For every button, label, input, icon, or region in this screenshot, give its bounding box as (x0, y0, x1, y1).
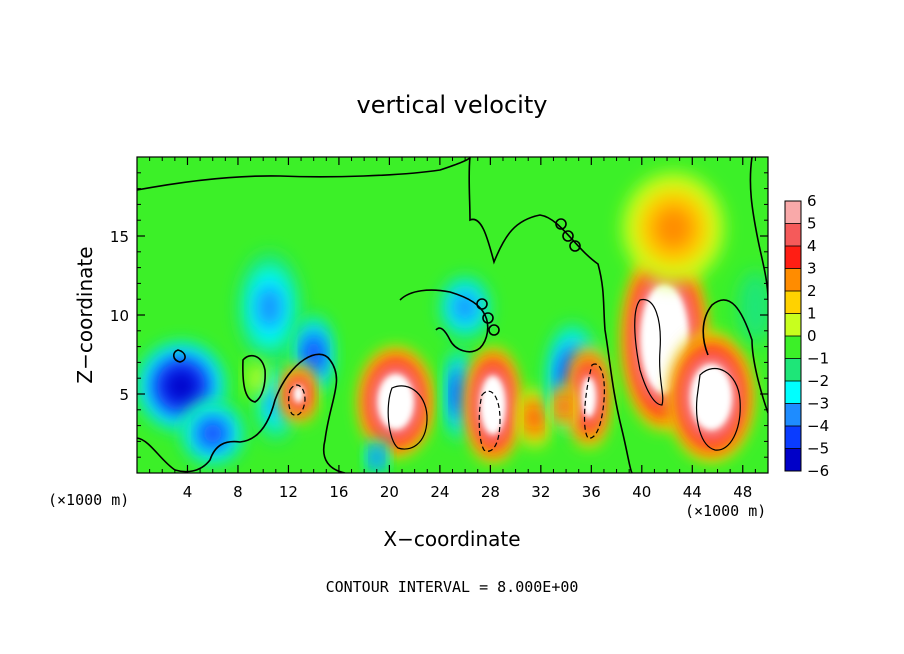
contour-dashed-28 (478, 390, 501, 452)
downdraft-cell (446, 346, 472, 442)
colorbar-label: 4 (807, 237, 817, 255)
colorbar-label: −4 (807, 417, 829, 435)
colorbar-swatch (785, 336, 801, 359)
y-tick-label: 5 (119, 386, 129, 404)
contour-interval-footer: CONTOUR INTERVAL = 8.000E+00 (326, 578, 579, 596)
colorbar-swatch (785, 268, 801, 291)
updraft-cell (622, 172, 724, 284)
colorbar-label: 1 (807, 305, 817, 323)
x-tick-label: 8 (233, 483, 243, 501)
colorbar-label: −1 (807, 350, 829, 368)
updraft-cell (362, 351, 429, 453)
colorbar-label: 6 (807, 192, 817, 210)
colorbar-label: −3 (807, 395, 829, 413)
colorbar-label: 0 (807, 327, 817, 345)
colorbar-swatch (785, 426, 801, 449)
velocity-field (137, 172, 768, 473)
zero-contour-small-left (172, 349, 186, 363)
updraft-cell (673, 337, 750, 458)
contour-inner-20 (387, 385, 428, 450)
colorbar-swatch (785, 381, 801, 404)
colorbar-swatch (785, 313, 801, 336)
x-tick-label: 4 (183, 483, 193, 501)
y-axis-ticks: 5 10 15 (110, 172, 768, 458)
colorbar-label: −6 (807, 462, 829, 480)
x-unit-right: (×1000 m) (685, 502, 766, 520)
velocity-level-4 (201, 422, 224, 445)
x-tick-label: 48 (733, 483, 752, 501)
downdraft-cell (237, 251, 302, 363)
colorbar-label: −5 (807, 440, 829, 458)
updraft-cell (521, 389, 548, 447)
updraft-cell (247, 360, 267, 396)
contour-dashed-36 (583, 363, 605, 439)
velocity-level-6 (561, 401, 567, 412)
colorbar-label: 5 (807, 215, 817, 233)
colorbar-swatch (785, 448, 801, 471)
x-tick-label: 20 (380, 483, 399, 501)
x-tick-label: 16 (329, 483, 348, 501)
velocity-level-1 (247, 360, 267, 396)
colorbar-label: 2 (807, 282, 817, 300)
velocity-level-3 (653, 205, 694, 251)
zero-contour-lines (137, 157, 768, 473)
y-tick-label: 15 (110, 228, 129, 246)
velocity-level-8 (293, 385, 304, 403)
y-axis-label: Z−coordinate (73, 246, 97, 383)
colorbar: 6 5 4 3 2 1 0 −1 −2 −3 −4 −5 −6 (784, 192, 829, 480)
updraft-cell (626, 251, 703, 426)
colorbar-label: 3 (807, 260, 817, 278)
velocity-level-4.5 (529, 406, 540, 430)
x-tick-label: 24 (430, 483, 449, 501)
downdraft-cell (738, 270, 768, 344)
updraft-cell (284, 368, 313, 420)
velocity-level-8 (581, 377, 596, 418)
velocity-level-5 (164, 369, 198, 403)
velocity-level-3 (256, 284, 283, 330)
velocity-level-4 (453, 373, 465, 415)
velocity-level-3 (452, 291, 478, 323)
velocity-level-1 (738, 270, 768, 344)
x-axis-label: X−coordinate (383, 527, 520, 551)
downdraft-cell (181, 401, 245, 466)
x-axis-ticks: 4 8 12 16 20 24 28 32 36 40 44 48 (149, 157, 756, 501)
velocity-level-8 (640, 284, 689, 394)
colorbar-swatch (785, 291, 801, 314)
colorbar-swatch (785, 403, 801, 426)
y-tick-label: 10 (110, 307, 129, 325)
x-unit-left: (×1000 m) (48, 491, 129, 509)
velocity-level-4 (372, 450, 382, 464)
contour-inner-41 (634, 299, 664, 406)
zero-contour-right (702, 157, 768, 414)
contour-inner-46 (695, 367, 741, 451)
downdraft-cell (439, 275, 491, 339)
zero-contour-mid (242, 354, 266, 403)
zero-contour-bumps (476, 218, 581, 336)
updraft-cell (554, 387, 573, 426)
x-tick-label: 32 (531, 483, 550, 501)
x-tick-label: 12 (279, 483, 298, 501)
colorbar-swatch (785, 358, 801, 381)
colorbar-swatch (785, 223, 801, 246)
zero-contour-upper (137, 157, 633, 473)
zero-contour-left (137, 353, 346, 473)
updraft-cell (572, 349, 606, 445)
colorbar-swatch (785, 201, 801, 224)
updraft-cell (470, 351, 516, 459)
plot-area (137, 157, 768, 473)
contour-dashed-13 (288, 384, 306, 416)
x-tick-label: 44 (683, 483, 702, 501)
x-tick-label: 28 (481, 483, 500, 501)
velocity-level-8 (690, 364, 732, 430)
velocity-level-8 (480, 375, 506, 435)
x-tick-label: 36 (582, 483, 601, 501)
colorbar-label: −2 (807, 372, 829, 390)
zero-contour-ridge (399, 289, 489, 353)
chart-title: vertical velocity (357, 91, 548, 119)
x-tick-label: 40 (632, 483, 651, 501)
colorbar-swatch (785, 246, 801, 269)
velocity-level-8 (377, 374, 414, 430)
downdraft-cell (366, 441, 387, 473)
